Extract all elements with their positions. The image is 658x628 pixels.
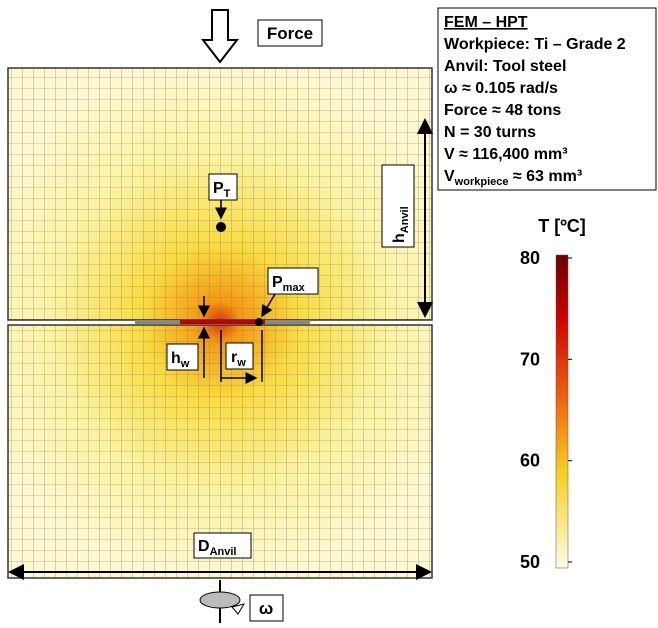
colorbar-tick-label: 80 xyxy=(520,248,540,268)
info-line: Force ≈ 48 tons xyxy=(444,102,561,119)
info-line: Workpiece: Ti – Grade 2 xyxy=(444,36,626,53)
colorbar-tick-label: 70 xyxy=(520,349,540,369)
omega-label: ω xyxy=(259,599,273,618)
anvils xyxy=(8,68,432,578)
text: V xyxy=(444,168,455,185)
force-label: Force xyxy=(267,24,313,43)
figure: Force FEM – HPT Workpiece: Ti – Grade 2 A… xyxy=(0,0,658,623)
subscript: workpiece xyxy=(454,176,509,188)
info-line: ω ≈ 0.105 rad/s xyxy=(444,80,558,97)
text: ≈ 63 mm³ xyxy=(508,168,582,185)
colorbar-tick-label: 50 xyxy=(520,552,540,572)
info-line: N = 30 turns xyxy=(444,124,536,141)
colorbar xyxy=(556,255,568,568)
colorbar-tick-label: 60 xyxy=(520,451,540,471)
info-line: V ≈ 116,400 mm³ xyxy=(444,146,568,163)
rotation: ω xyxy=(200,580,283,623)
info-line: Anvil: Tool steel xyxy=(444,58,566,75)
force-arrow xyxy=(203,10,237,62)
info-title: FEM – HPT xyxy=(444,14,528,31)
colorbar-title: T [ºC] xyxy=(538,216,586,236)
